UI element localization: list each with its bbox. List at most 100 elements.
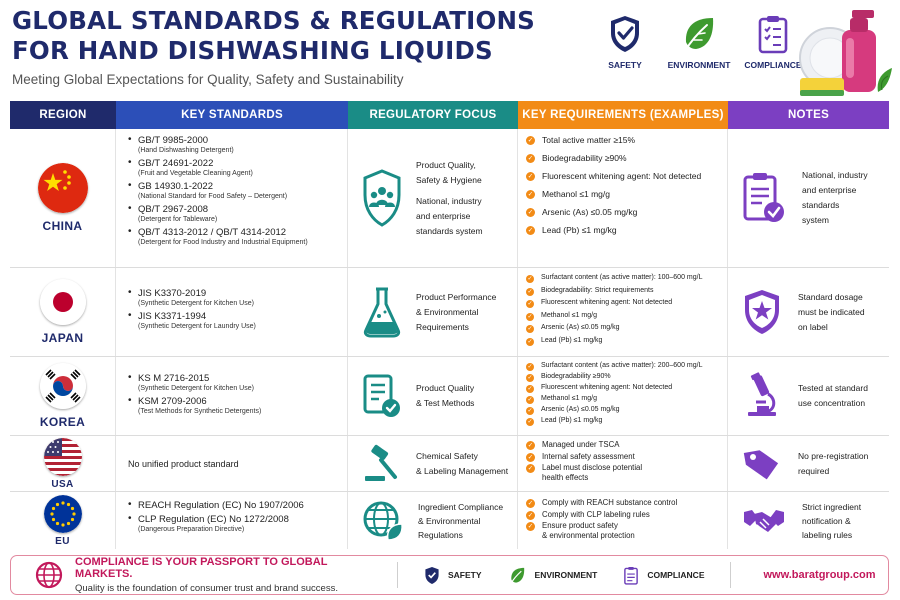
requirement-text: Ensure product safety & environmental pr… xyxy=(542,521,635,540)
requirement-text: Comply with CLP labeling rules xyxy=(542,509,650,519)
standard-code: GB/T 9985-2000 xyxy=(138,135,209,146)
standard-desc: (Fruit and Vegetable Cleaning Agent) xyxy=(138,170,253,177)
table-row-japan: JAPAN JIS K3370-2019(Synthetic Detergent… xyxy=(10,268,889,357)
globe-leaf-icon xyxy=(363,501,403,541)
focus-cell: Ingredient Compliance & Environmental Re… xyxy=(348,492,518,549)
standard-code: JIS K3370-2019 xyxy=(138,288,207,299)
standards-table: REGION KEY STANDARDS REGULATORY FOCUS KE… xyxy=(10,101,889,549)
standard-code: CLP Regulation (EC) No 1272/2008 xyxy=(138,514,289,525)
website-link[interactable]: www.baratgroup.com xyxy=(763,569,876,581)
badge-label: SAFETY xyxy=(608,60,642,70)
standards-cell: No unified product standard xyxy=(116,436,348,491)
list-item: JIS K3371-1994(Synthetic Detergent for L… xyxy=(128,310,339,331)
list-item: ✓ Surfactant content (as active matter): … xyxy=(526,362,721,371)
region-name: KOREA xyxy=(39,415,86,429)
list-item: QB/T 2967-2008(Detergent for Tableware) xyxy=(128,203,339,224)
shield-check-icon xyxy=(611,16,639,52)
list-item: ✓ Arsenic (As) ≤0.05 mg/kg xyxy=(526,406,721,415)
requirements-cell: ✓ Surfactant content (as active matter): … xyxy=(518,357,728,435)
standard-code: QB/T 2967-2008 xyxy=(138,204,209,215)
list-item: JIS K3370-2019(Synthetic Detergent for K… xyxy=(128,287,339,308)
check-icon: ✓ xyxy=(526,208,535,217)
header-badges: SAFETY ENVIRONMENT COMPLIANCE xyxy=(588,14,810,70)
list-item: ✓ Comply with CLP labeling rules xyxy=(526,510,721,520)
footer-item-compliance: COMPLIANCE xyxy=(623,566,704,585)
standard-code: GB/T 24691-2022 xyxy=(138,158,214,169)
list-item: ✓ Methanol ≤1 mg/g xyxy=(526,312,721,321)
list-item: ✓ Biodegradability: Strict requirements xyxy=(526,287,721,296)
leaf-icon xyxy=(684,18,714,52)
standard-code: REACH Regulation (EC) No 1907/2006 xyxy=(138,500,304,511)
table-header: REGION KEY STANDARDS REGULATORY FOCUS KE… xyxy=(10,101,889,129)
requirement-text: Fluorescent whitening agent: Not detecte… xyxy=(542,171,702,181)
korea-flag-icon xyxy=(39,363,86,409)
notes-cell: Standard dosage must be indicated on lab… xyxy=(728,268,889,356)
focus-line: National, industry and enterprise standa… xyxy=(416,195,483,236)
requirement-text: Methanol ≤1 mg/g xyxy=(542,189,610,199)
requirement-text: Internal safety assessment xyxy=(542,451,635,461)
check-icon: ✓ xyxy=(526,510,535,520)
standard-desc: (Dangerous Preparation Directive) xyxy=(138,526,245,533)
globe-icon xyxy=(35,561,63,589)
standards-text: No unified product standard xyxy=(128,458,239,469)
notes-cell: No pre-registration required xyxy=(728,436,889,491)
footer-message: COMPLIANCE IS YOUR PASSPORT TO GLOBAL MA… xyxy=(75,556,375,594)
list-item: ✓ Lead (Pb) ≤1 mg/kg xyxy=(526,337,721,346)
requirement-text: Lead (Pb) ≤1 mg/kg xyxy=(541,336,603,344)
gavel-icon xyxy=(365,444,397,481)
standard-desc: (Detergent for Food Industry and Industr… xyxy=(138,239,308,246)
table-row-china: CHINA GB/T 9985-2000(Hand Dishwashing De… xyxy=(10,129,889,268)
standards-cell: JIS K3370-2019(Synthetic Detergent for K… xyxy=(116,268,348,356)
check-icon: ✓ xyxy=(526,190,535,199)
china-flag-icon xyxy=(37,163,88,213)
focus-cell: Product Quality & Test Methods xyxy=(348,357,518,435)
standard-code: QB/T 4313-2012 / QB/T 4314-2012 xyxy=(138,227,287,238)
standard-desc: (National Standard for Food Safety – Det… xyxy=(138,193,288,200)
checklist-icon xyxy=(363,374,400,417)
standard-desc: (Detergent for Tableware) xyxy=(138,216,218,223)
list-item: ✓ Total active matter ≥15% xyxy=(526,135,721,145)
list-item: GB/T 24691-2022(Fruit and Vegetable Clea… xyxy=(128,157,339,178)
list-item: ✓ Biodegradability ≥90% xyxy=(526,373,721,382)
standard-desc: (Test Methods for Synthetic Detergents) xyxy=(138,408,262,415)
notes-text: Strict ingredient notification & labelin… xyxy=(802,501,862,540)
standard-code: KS M 2716-2015 xyxy=(138,373,210,384)
footer-item-environment: ENVIRONMENT xyxy=(508,566,597,585)
requirements-cell: ✓ Total active matter ≥15% ✓ Biodegradabil… xyxy=(518,129,728,267)
focus-line: Ingredient Compliance & Environmental Re… xyxy=(418,501,504,540)
check-icon: ✓ xyxy=(526,226,535,235)
table-row-usa: USA No unified product standard Chemical… xyxy=(10,436,889,492)
usa-flag-icon xyxy=(43,437,82,476)
region-cell: USA xyxy=(10,436,116,491)
notes-cell: Strict ingredient notification & labelin… xyxy=(728,492,889,549)
check-icon: ✓ xyxy=(526,464,535,473)
requirement-text: Arsenic (As) ≤0.05 mg/kg xyxy=(542,207,638,217)
region-name: USA xyxy=(51,478,74,490)
list-item: ✓ Lead (Pb) ≤1 mg/kg xyxy=(526,225,721,235)
title-line-1: GLOBAL STANDARDS & REGULATIONS xyxy=(12,6,536,35)
list-item: ✓ Comply with REACH substance control xyxy=(526,498,721,508)
check-icon: ✓ xyxy=(526,522,535,531)
check-icon: ✓ xyxy=(526,172,535,181)
column-header-key-standards: KEY STANDARDS xyxy=(116,101,348,129)
requirements-cell: ✓ Surfactant content (as active matter): … xyxy=(518,268,728,356)
standards-cell: KS M 2716-2015(Synthetic Detergent for K… xyxy=(116,357,348,435)
check-icon: ✓ xyxy=(526,300,534,308)
microscope-icon xyxy=(748,372,776,416)
column-header-notes: NOTES xyxy=(728,101,889,129)
list-item: ✓ Label must disclose potential health ef… xyxy=(526,463,721,483)
requirement-text: Label must disclose potential health eff… xyxy=(542,463,643,482)
check-icon: ✓ xyxy=(526,396,534,404)
list-item: ✓ Ensure product safety & environmental p… xyxy=(526,521,721,541)
check-icon: ✓ xyxy=(526,136,535,145)
list-item: QB/T 4313-2012 / QB/T 4314-2012(Detergen… xyxy=(128,226,339,247)
list-item: CLP Regulation (EC) No 1272/2008(Dangero… xyxy=(128,513,339,534)
list-item: ✓ Methanol ≤1 mg/g xyxy=(526,189,721,199)
focus-text: Product Quality, Safety & Hygiene Nation… xyxy=(416,158,483,239)
clipboard-check-icon xyxy=(743,173,784,222)
list-item: GB 14930.1-2022(National Standard for Fo… xyxy=(128,180,339,201)
check-icon: ✓ xyxy=(526,363,534,371)
table-row-korea: KOREA KS M 2716-2015(Synthetic Detergent… xyxy=(10,357,889,436)
requirement-text: Methanol ≤1 mg/g xyxy=(541,395,597,402)
list-item: ✓ Methanol ≤1 mg/g xyxy=(526,395,721,404)
